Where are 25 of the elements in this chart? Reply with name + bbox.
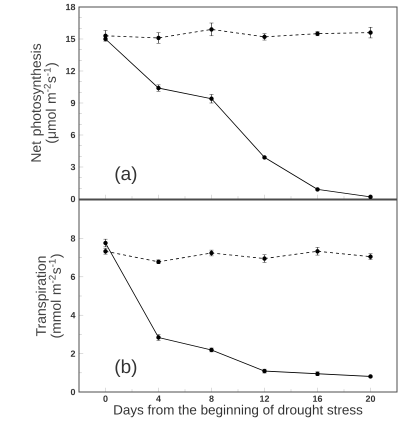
- x-axis-title: Days from the beginning of drought stress: [114, 404, 362, 418]
- y-tick-label: 6: [70, 274, 76, 280]
- y-tick-label: 6: [70, 132, 76, 138]
- point: [209, 27, 214, 32]
- annotation: (b): [115, 359, 136, 377]
- point: [368, 30, 373, 35]
- x-tick-label: 0: [103, 396, 108, 402]
- point: [156, 36, 161, 40]
- x-tick-label: 4: [156, 396, 161, 402]
- y-tick-label: 18: [66, 4, 76, 10]
- y-tick-label: 9: [70, 100, 76, 106]
- y-tick-label: 8: [70, 235, 76, 242]
- x-tick-label: 20: [366, 396, 376, 402]
- point: [209, 96, 214, 101]
- x-tick-label: 8: [209, 396, 214, 402]
- x-tick-label: 12: [260, 396, 270, 402]
- y-tick-label: 2: [70, 350, 76, 357]
- y-tick-label: 3: [70, 164, 76, 170]
- y-tick-label: 15: [66, 36, 76, 42]
- y-tick-label: 4: [70, 312, 76, 318]
- annotation: (a): [115, 166, 136, 184]
- y-tick-label: 0: [70, 388, 76, 396]
- x-tick-label: 16: [313, 396, 322, 402]
- y-tick-label: 12: [66, 68, 76, 74]
- y-tick-label: 0: [70, 196, 76, 202]
